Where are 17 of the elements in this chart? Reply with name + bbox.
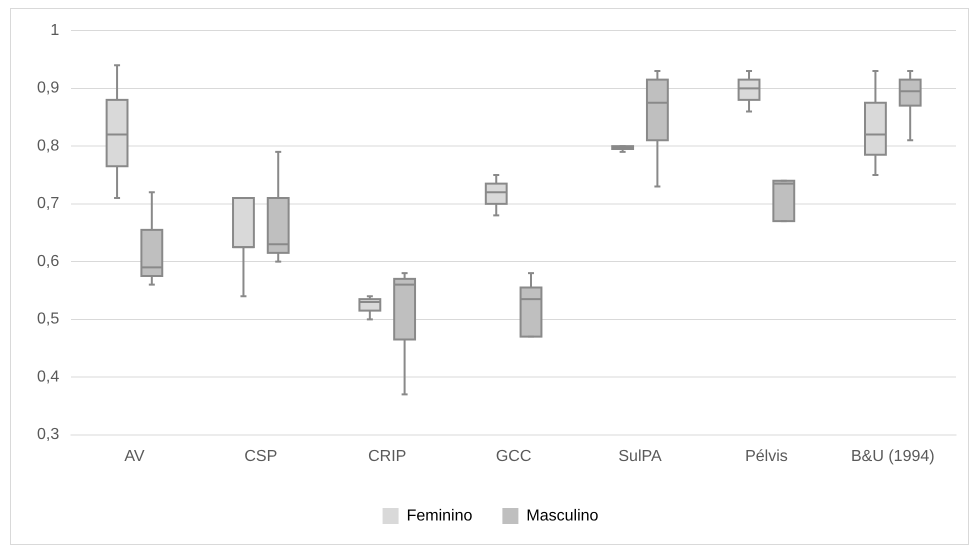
legend-label: Masculino xyxy=(526,507,599,524)
x-tick-label: Pélvis xyxy=(745,448,788,465)
x-tick-label: SulPA xyxy=(618,448,662,465)
y-tick-label: 0,7 xyxy=(36,195,60,212)
x-tick-label: AV xyxy=(124,448,145,465)
y-tick-label: 0,4 xyxy=(36,368,60,386)
x-tick-label: GCC xyxy=(496,448,532,465)
y-tick-label: 0,9 xyxy=(36,80,60,97)
x-tick-label: CRIP xyxy=(368,448,406,465)
legend-label: Feminino xyxy=(406,507,472,524)
y-tick-label: 1 xyxy=(50,22,60,40)
y-tick-label: 0,5 xyxy=(36,310,60,328)
x-tick-label: B&U (1994) xyxy=(851,448,935,465)
y-tick-label: 0,8 xyxy=(36,137,60,154)
y-tick-label: 0,6 xyxy=(36,252,60,270)
x-tick-label: CSP xyxy=(244,448,278,465)
y-tick-label: 0,3 xyxy=(36,426,60,444)
